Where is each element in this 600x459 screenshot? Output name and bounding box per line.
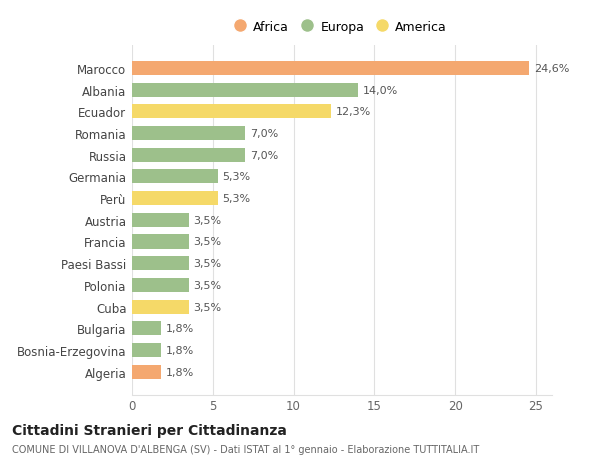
Text: 7,0%: 7,0% [250,151,278,160]
Text: 3,5%: 3,5% [193,280,221,290]
Text: 7,0%: 7,0% [250,129,278,139]
Text: 24,6%: 24,6% [534,64,569,74]
Text: Cittadini Stranieri per Cittadinanza: Cittadini Stranieri per Cittadinanza [12,423,287,437]
Text: 5,3%: 5,3% [223,194,251,204]
Bar [132,300,188,314]
Bar [132,192,218,206]
Bar [132,170,218,184]
Text: 3,5%: 3,5% [193,237,221,247]
Text: 3,5%: 3,5% [193,215,221,225]
Bar [132,235,188,249]
Legend: Africa, Europa, America: Africa, Europa, America [233,17,451,38]
Text: 1,8%: 1,8% [166,345,194,355]
Text: 12,3%: 12,3% [335,107,371,117]
Bar [132,257,188,271]
Bar [132,278,188,292]
Bar [132,127,245,141]
Bar [132,84,358,97]
Text: 1,8%: 1,8% [166,324,194,334]
Text: 3,5%: 3,5% [193,302,221,312]
Bar [132,105,331,119]
Bar [132,343,161,357]
Bar [132,62,529,76]
Text: COMUNE DI VILLANOVA D'ALBENGA (SV) - Dati ISTAT al 1° gennaio - Elaborazione TUT: COMUNE DI VILLANOVA D'ALBENGA (SV) - Dat… [12,444,479,454]
Bar [132,365,161,379]
Bar [132,213,188,227]
Text: 3,5%: 3,5% [193,258,221,269]
Text: 1,8%: 1,8% [166,367,194,377]
Bar [132,321,161,336]
Text: 14,0%: 14,0% [363,85,398,95]
Bar [132,148,245,162]
Text: 5,3%: 5,3% [223,172,251,182]
